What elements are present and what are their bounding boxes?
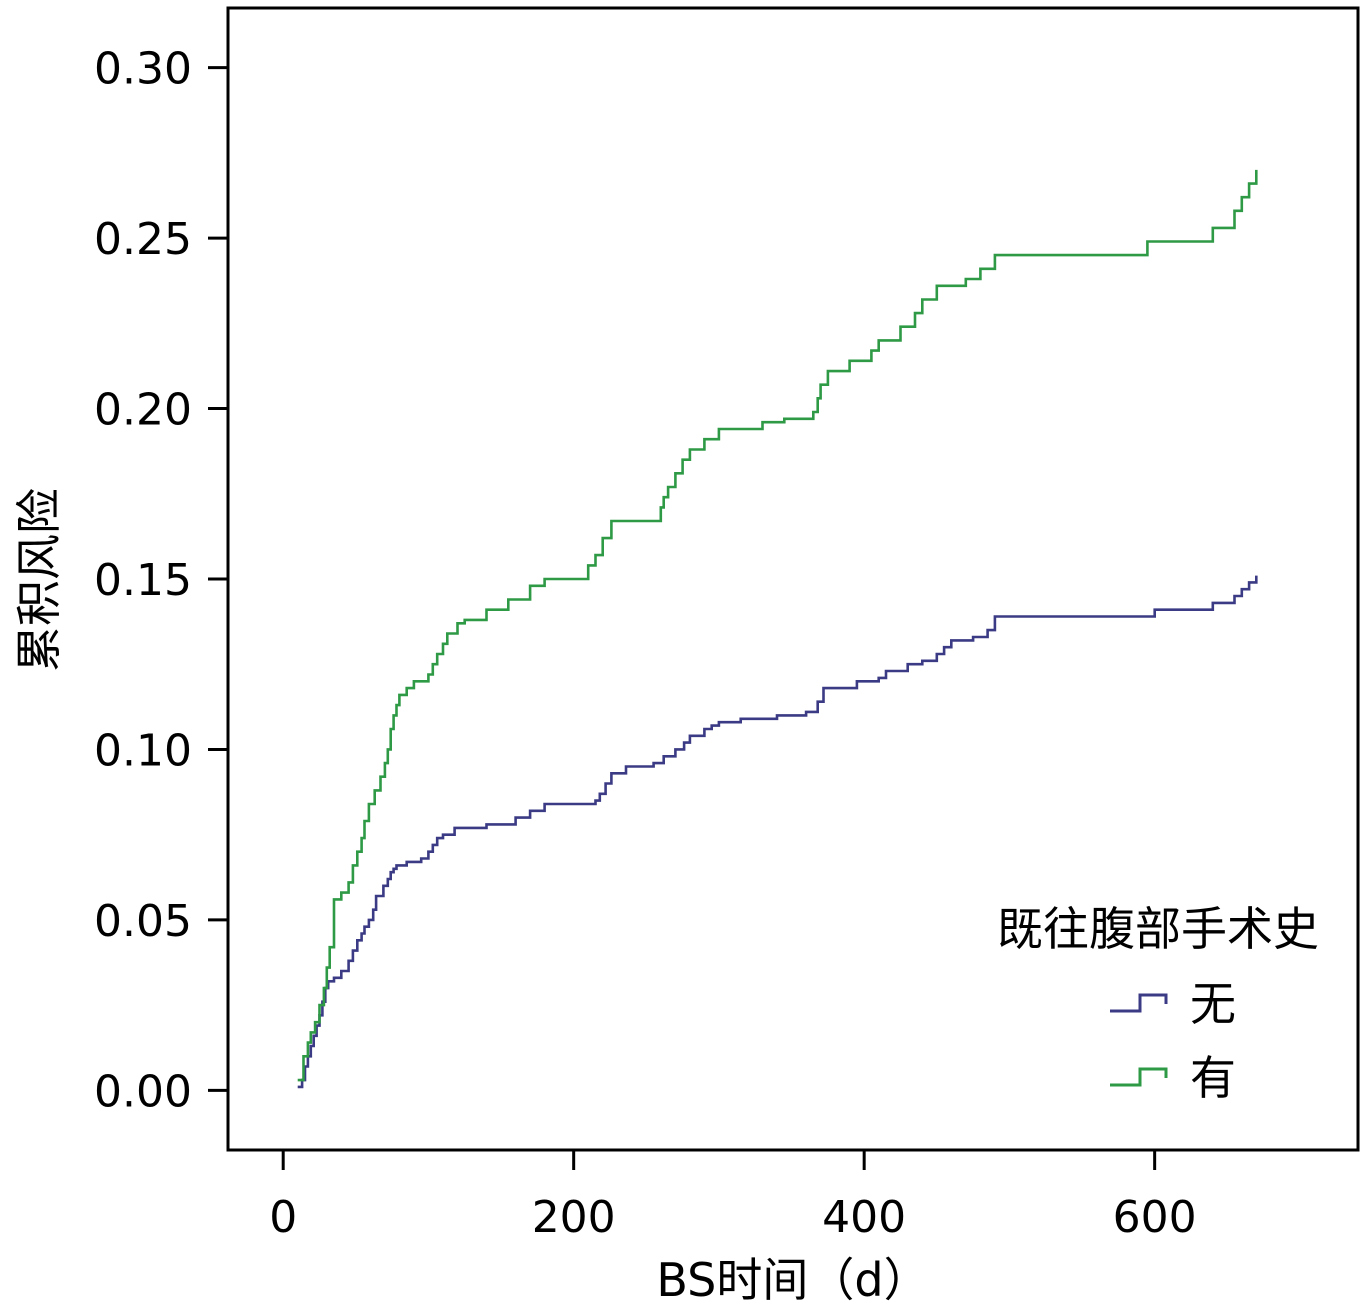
series-line-1 — [297, 169, 1258, 1082]
x-axis-label: BS时间（d） — [656, 1253, 929, 1306]
y-tick-label: 0.30 — [94, 44, 192, 95]
y-tick-label: 0.15 — [94, 555, 192, 606]
axes-layer: 0.00 0.05 0.10 0.15 0.20 0.25 0.30 0 200 400 600 — [94, 6, 1360, 1243]
legend-title: 既往腹部手术史 — [997, 902, 1319, 956]
legend-swatch-1 — [1110, 1067, 1168, 1087]
series-layer — [297, 169, 1258, 1089]
plot-frame — [226, 6, 1360, 1152]
legend-label-0: 无 — [1190, 977, 1236, 1031]
y-axis-label: 累积风险 — [12, 488, 66, 672]
legend-label-1: 有 — [1190, 1051, 1236, 1105]
x-tick-label: 600 — [1113, 1192, 1197, 1243]
x-tick-label: 400 — [822, 1192, 906, 1243]
legend: 既往腹部手术史 无 有 — [997, 902, 1319, 1105]
y-tick-label: 0.00 — [94, 1066, 192, 1117]
y-tick-label: 0.05 — [94, 896, 192, 947]
y-tick-label: 0.20 — [94, 385, 192, 436]
series-line-0 — [297, 575, 1258, 1089]
y-tick-label: 0.25 — [94, 214, 192, 265]
x-tick-label: 0 — [269, 1192, 297, 1243]
legend-swatch-0 — [1110, 993, 1168, 1013]
y-tick-label: 0.10 — [94, 725, 192, 776]
x-tick-label: 200 — [532, 1192, 616, 1243]
